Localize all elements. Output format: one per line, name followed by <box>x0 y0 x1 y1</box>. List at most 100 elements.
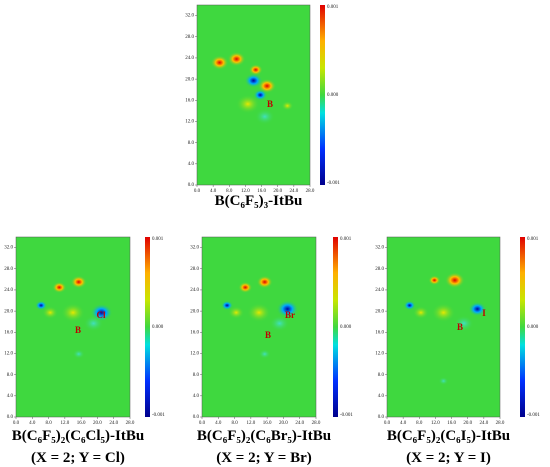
colorbar-label: -0.001 <box>527 413 540 418</box>
y-tick-label: 16.0 <box>375 330 384 335</box>
density-lobe <box>210 55 229 70</box>
colorbar <box>145 237 150 417</box>
colorbar-label: 0.001 <box>327 5 339 10</box>
density-lobe <box>52 281 67 293</box>
density-lobe <box>42 306 59 319</box>
y-tick-label: 16.0 <box>4 330 13 335</box>
panel: 0.0 4.0 8.0 12.0 16.0 20.0 24.0 28.0 0.0 4.0 8.0 12… <box>4 236 165 466</box>
density-lobe <box>254 108 275 125</box>
density-lobe <box>444 272 465 289</box>
y-tick-label: 32.0 <box>375 246 384 251</box>
y-tick-label: 8.0 <box>193 373 200 378</box>
x-tick-label: 28.0 <box>126 421 135 426</box>
x-tick-label: 24.0 <box>289 189 298 194</box>
y-tick-label: 32.0 <box>190 246 199 251</box>
y-tick-label: 20.0 <box>375 309 384 314</box>
density-lobe <box>403 300 416 311</box>
x-tick-label: 20.0 <box>279 421 288 426</box>
y-tick-label: 28.0 <box>375 267 384 272</box>
caption: B(C₆F₅)₂(C₆Cl₅)-ItBu <box>12 428 144 444</box>
density-lobe <box>258 349 271 359</box>
x-tick-label: 16.0 <box>77 421 86 426</box>
y-tick-label: 12.0 <box>375 352 384 357</box>
density-lobe <box>431 303 456 323</box>
map-background <box>201 236 317 418</box>
y-tick-label: 4.0 <box>7 394 14 399</box>
panel: 0.0 4.0 8.0 12.0 16.0 20.0 24.0 28.0 0.0 4.0 8.0 12… <box>190 236 353 466</box>
y-tick-label: 12.0 <box>185 120 194 125</box>
colorbar-label: 0.000 <box>527 325 539 330</box>
y-tick-label: 32.0 <box>4 246 13 251</box>
density-lobe <box>468 301 487 317</box>
y-tick-label: 20.0 <box>185 77 194 82</box>
x-tick-label: 0.0 <box>199 421 206 426</box>
x-tick-label: 20.0 <box>93 421 102 426</box>
map-background <box>386 236 501 418</box>
caption: (X = 2; Y = Br) <box>216 450 312 466</box>
density-lobe <box>258 78 277 94</box>
caption: (X = 2; Y = I) <box>406 450 491 466</box>
caption: (X = 2; Y = Cl) <box>31 450 125 466</box>
caption: B(C₆F₅)₂(C₆I₅)-ItBu <box>387 428 510 444</box>
x-tick-label: 0.0 <box>194 189 201 194</box>
colorbar-label: 0.001 <box>340 237 352 242</box>
atom-label: Cl <box>97 310 106 320</box>
density-lobe <box>269 315 290 332</box>
x-tick-label: 24.0 <box>479 421 488 426</box>
density-lobe <box>276 300 299 318</box>
y-tick-label: 24.0 <box>375 288 384 293</box>
x-tick-label: 12.0 <box>431 421 440 426</box>
atom-label: B <box>457 322 463 332</box>
atom-label: B <box>265 330 271 340</box>
x-tick-label: 4.0 <box>400 421 407 426</box>
caption: B(C₆F₅)₃-ItBu <box>215 193 303 209</box>
x-tick-label: 12.0 <box>241 189 250 194</box>
x-tick-label: 12.0 <box>246 421 255 426</box>
density-lobe <box>248 64 263 76</box>
colorbar-label: -0.001 <box>327 181 340 186</box>
y-tick-label: 4.0 <box>378 394 385 399</box>
density-lobe <box>35 300 48 311</box>
atom-label: B <box>267 99 273 109</box>
x-tick-label: 8.0 <box>231 421 238 426</box>
y-tick-label: 8.0 <box>7 373 14 378</box>
density-lobe <box>83 315 104 332</box>
y-tick-label: 20.0 <box>190 309 199 314</box>
x-tick-label: 24.0 <box>109 421 118 426</box>
x-tick-label: 8.0 <box>45 421 52 426</box>
y-tick-label: 0.0 <box>188 183 195 188</box>
y-tick-label: 24.0 <box>190 288 199 293</box>
x-tick-label: 0.0 <box>384 421 391 426</box>
x-tick-label: 12.0 <box>60 421 69 426</box>
x-tick-label: 28.0 <box>496 421 505 426</box>
y-tick-label: 8.0 <box>378 373 385 378</box>
atom-label: B <box>75 325 81 335</box>
colorbar <box>320 5 325 185</box>
x-tick-label: 8.0 <box>226 189 233 194</box>
panel: 0.0 4.0 8.0 12.0 16.0 20.0 24.0 28.0 0.0 4.0 8.0 12… <box>375 236 540 466</box>
y-tick-label: 8.0 <box>188 141 195 146</box>
density-lobe <box>238 281 253 293</box>
y-tick-label: 4.0 <box>193 394 200 399</box>
y-tick-label: 20.0 <box>4 309 13 314</box>
colorbar-label: 0.001 <box>152 237 164 242</box>
density-lobe <box>228 306 245 319</box>
x-tick-label: 20.0 <box>463 421 472 426</box>
y-tick-label: 4.0 <box>188 162 195 167</box>
x-tick-label: 16.0 <box>263 421 272 426</box>
colorbar-label: 0.000 <box>152 325 164 330</box>
y-tick-label: 16.0 <box>185 98 194 103</box>
colorbar <box>333 237 338 417</box>
density-lobe <box>256 275 273 289</box>
x-tick-label: 0.0 <box>13 421 20 426</box>
colorbar <box>520 237 525 417</box>
y-tick-label: 24.0 <box>4 288 13 293</box>
density-lobe <box>70 275 87 289</box>
y-tick-label: 0.0 <box>193 415 200 420</box>
density-lobe <box>438 377 449 385</box>
density-lobe <box>412 306 429 319</box>
caption: B(C₆F₅)₂(C₆Br₅)-ItBu <box>197 428 331 444</box>
y-tick-label: 12.0 <box>190 352 199 357</box>
density-lobe <box>235 94 260 114</box>
